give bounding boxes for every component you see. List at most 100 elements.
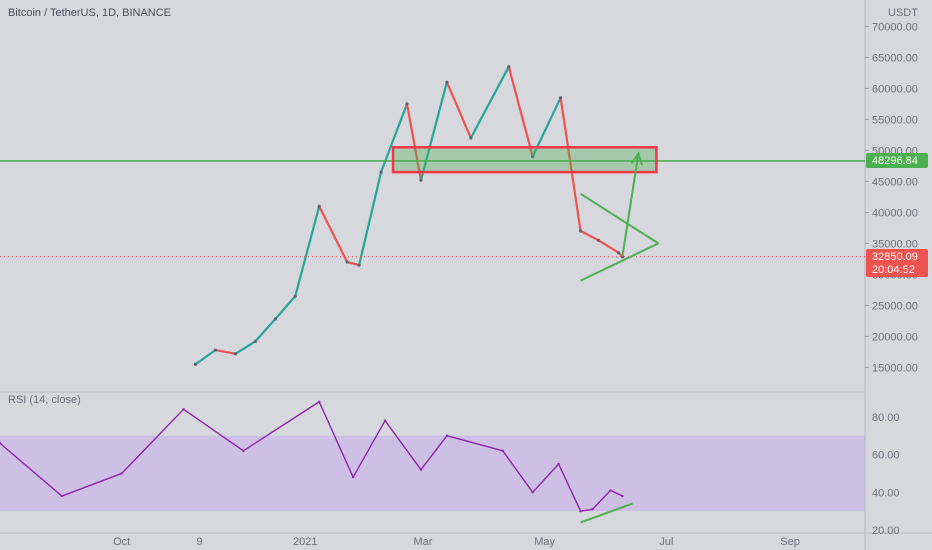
rsi-point [609, 489, 612, 492]
price-point [293, 294, 297, 298]
price-tick-label: 15000.00 [872, 362, 918, 374]
price-point [620, 255, 625, 259]
rsi-tick-label: 60.00 [872, 450, 900, 462]
projection-arrow-shaft [621, 153, 640, 256]
price-point [213, 348, 218, 352]
last-price-countdown: 20:04:52 [872, 264, 915, 276]
price-tick-label: 45000.00 [872, 176, 918, 188]
price-segment [358, 171, 383, 267]
time-tick-label: Mar [413, 536, 432, 548]
price-axis[interactable]: 15000.0020000.0025000.0030000.0035000.00… [865, 21, 918, 374]
rsi-point [242, 449, 245, 452]
triangle-lower-line [580, 242, 659, 282]
chart-title: Bitcoin / TetherUS, 1D, BINANCE [8, 7, 171, 19]
price-tick-label: 40000.00 [872, 207, 918, 219]
rsi-point [579, 509, 582, 513]
rsi-tick-label: 20.00 [872, 525, 900, 537]
rsi-point [531, 491, 534, 494]
rsi-label: RSI (14, close) [8, 394, 81, 406]
price-point [379, 170, 383, 174]
price-point [596, 238, 601, 242]
price-segment [469, 65, 510, 140]
price-point [193, 362, 198, 366]
price-point [357, 263, 361, 267]
price-segment [559, 96, 582, 233]
price-segment [346, 260, 361, 267]
annotation-layer [0, 146, 865, 282]
rsi-axis[interactable]: 20.00 40.00 60.00 80.00 [872, 412, 900, 537]
price-point [253, 339, 257, 343]
triangle-upper-line [580, 192, 659, 245]
price-segment [318, 205, 349, 264]
resistance-box [391, 146, 658, 174]
price-point [559, 96, 563, 100]
price-point [616, 251, 621, 255]
price-segment [405, 102, 423, 182]
price-segment [294, 205, 321, 298]
rsi-tick-label: 80.00 [872, 412, 900, 424]
price-point [578, 229, 583, 233]
last-price-value: 32850.09 [872, 251, 918, 263]
price-tick-label: 55000.00 [872, 114, 918, 126]
time-tick-label: Oct [113, 536, 130, 548]
price-point [419, 178, 423, 182]
time-tick-label: 2021 [293, 536, 317, 548]
rsi-point [621, 494, 624, 498]
rsi-point [445, 434, 449, 437]
price-tick-label: 70000.00 [872, 21, 918, 33]
rsi-band [0, 435, 865, 512]
price-segment [234, 340, 257, 355]
price-segment [214, 348, 237, 355]
rsi-point [501, 449, 504, 452]
price-segment [597, 239, 620, 254]
currency-label: USDT [888, 7, 918, 19]
time-tick-label: May [534, 536, 555, 548]
support-level-value: 48296.84 [872, 155, 918, 167]
time-tick-label: 9 [196, 536, 202, 548]
price-tick-label: 20000.00 [872, 331, 918, 343]
price-point [405, 102, 409, 106]
rsi-point [120, 472, 123, 475]
rsi-point [591, 508, 594, 511]
projection-arrow-head [630, 151, 643, 166]
rsi-point [351, 476, 355, 479]
price-point [345, 260, 349, 264]
price-tick-label: 35000.00 [872, 238, 918, 250]
price-segment [419, 81, 449, 182]
time-tick-label: Jul [659, 536, 673, 548]
time-axis[interactable]: Oct 9 2021 Mar May Jul Sep [113, 536, 800, 548]
price-line-layer [193, 65, 625, 366]
rsi-point [0, 442, 2, 445]
price-segment [194, 348, 217, 366]
time-tick-label: Sep [780, 536, 800, 548]
rsi-point [60, 494, 64, 498]
price-point [531, 155, 535, 159]
price-segment [254, 317, 277, 343]
rsi-band-layer [0, 435, 865, 512]
price-point [233, 352, 238, 356]
price-tick-label: 25000.00 [872, 300, 918, 312]
rsi-point [419, 468, 423, 471]
price-tick-label: 65000.00 [872, 52, 918, 64]
price-segment [579, 229, 600, 242]
rsi-tick-label: 40.00 [872, 487, 900, 499]
last-price-tag: 32850.09 20:04:52 [866, 249, 928, 277]
rsi-line-layer [0, 400, 633, 524]
rsi-point [182, 408, 185, 411]
price-segment [445, 81, 472, 140]
rsi-point [318, 400, 321, 403]
price-segment [507, 65, 534, 158]
price-tick-label: 60000.00 [872, 83, 918, 95]
price-point [507, 65, 511, 69]
price-point [469, 136, 473, 140]
support-level-tag: 48296.84 [866, 153, 928, 168]
price-point [273, 317, 277, 321]
rsi-point [383, 419, 387, 422]
price-point [445, 80, 449, 84]
rsi-divergence-line [580, 502, 633, 524]
price-segment [274, 295, 297, 321]
rsi-point [557, 462, 560, 466]
